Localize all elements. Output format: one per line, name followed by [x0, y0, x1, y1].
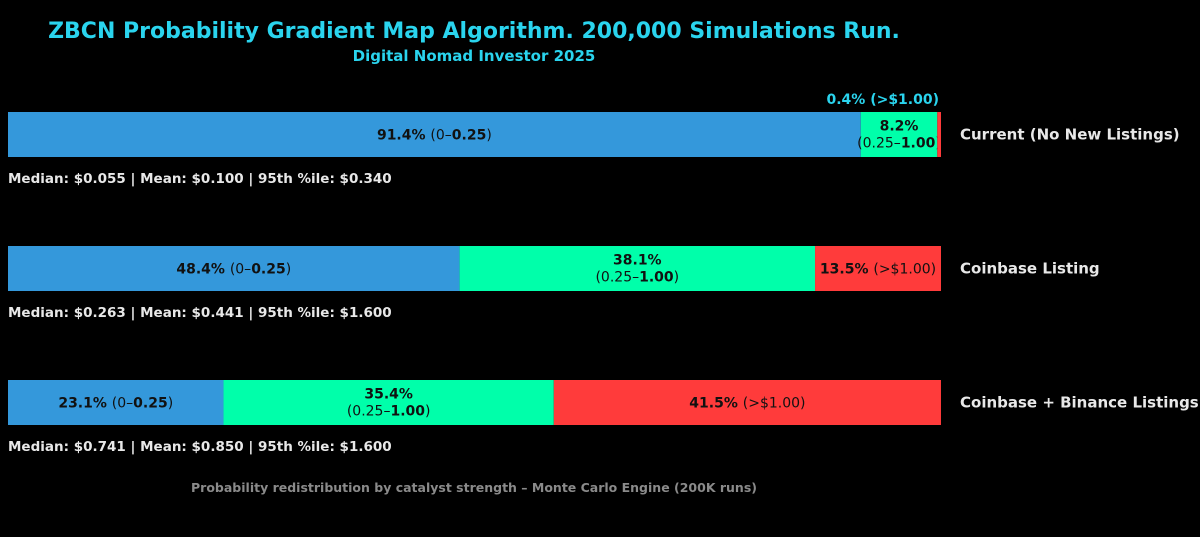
bar-segment	[8, 112, 861, 157]
bar-segment	[937, 112, 941, 157]
bar-segment	[223, 380, 554, 425]
bar-segment	[860, 112, 938, 157]
segment-label: 0.4% (>$1.00)	[826, 92, 939, 108]
row-stats: Median: $0.741 | Mean: $0.850 | 95th %il…	[8, 439, 392, 455]
bars-layer: 91.4% (0–0.25)8.2%(0.25–1.00)0.4% (>$1.0…	[8, 92, 1199, 455]
bar-segment	[815, 246, 941, 291]
bar-row: 91.4% (0–0.25)8.2%(0.25–1.00)0.4% (>$1.0…	[8, 92, 1180, 187]
bar-row: 23.1% (0–0.25) 35.4% (0.25–1.00) 41.5% (>$1…	[8, 380, 1199, 455]
bar-segment	[8, 246, 460, 291]
bar-segment	[553, 380, 941, 425]
bar-segment	[459, 246, 816, 291]
segment-label: 41.5% (>$1.00)	[689, 396, 805, 412]
row-label: Coinbase Listing	[960, 260, 1100, 278]
chart-title: ZBCN Probability Gradient Map Algorithm.…	[48, 19, 900, 44]
row-stats: Median: $0.055 | Mean: $0.100 | 95th %il…	[8, 171, 392, 187]
segment-label: 13.5% (>$1.00)	[820, 262, 936, 278]
chart-subtitle: Digital Nomad Investor 2025	[353, 47, 596, 65]
segment-label: 23.1% (0–0.25)	[58, 396, 173, 412]
segment-label: 35.4% (0.25–1.00)	[347, 387, 431, 420]
chart-footer: Probability redistribution by catalyst s…	[191, 480, 757, 495]
segment-label: 38.1% (0.25–1.00)	[595, 253, 679, 286]
row-label: Current (No New Listings)	[960, 126, 1180, 144]
row-stats: Median: $0.263 | Mean: $0.441 | 95th %il…	[8, 305, 392, 321]
bar-row: 48.4% (0–0.25) 38.1% (0.25–1.00) 13.5% (>$1…	[8, 246, 1100, 321]
segment-label: 91.4% (0–0.25)	[377, 128, 492, 144]
segment-label: 48.4% (0–0.25)	[176, 262, 291, 278]
bar-segment	[8, 380, 224, 425]
row-label: Coinbase + Binance Listings	[960, 394, 1199, 412]
